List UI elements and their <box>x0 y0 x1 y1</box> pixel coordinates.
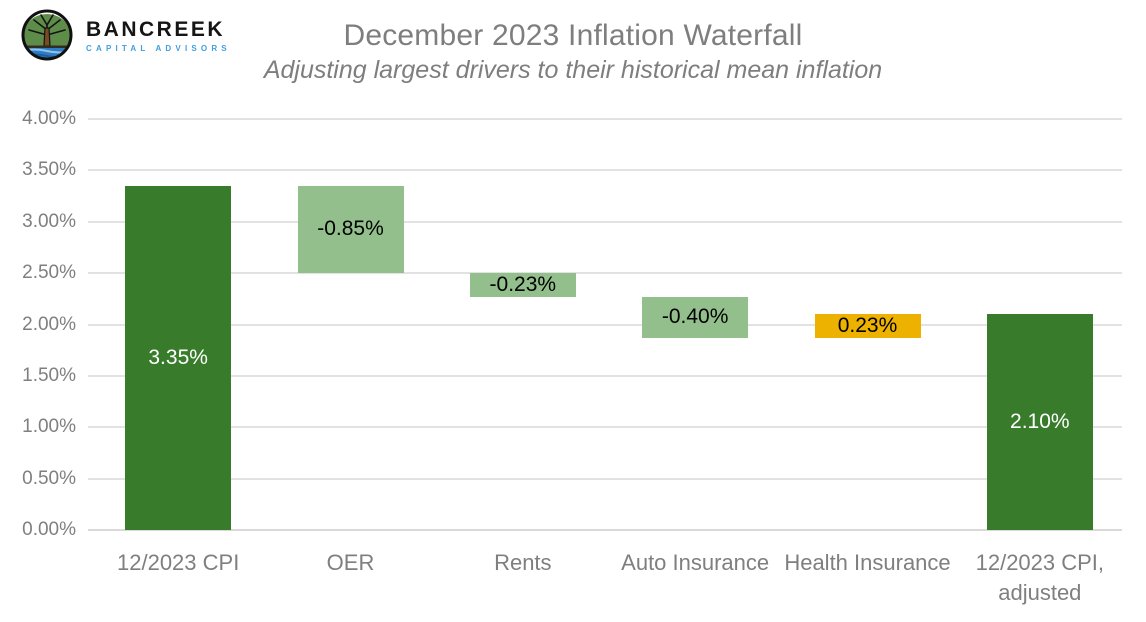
chart-subtitle: Adjusting largest drivers to their histo… <box>263 56 883 84</box>
y-axis-tick-1.50%: 1.50% <box>22 364 76 386</box>
bar-value-label-auto-insurance: -0.40% <box>661 305 729 329</box>
y-axis-tick-2.00%: 2.00% <box>22 313 76 335</box>
chart-title: December 2023 Inflation Waterfall <box>343 19 803 52</box>
bar-health-insurance: 0.23% <box>814 314 921 338</box>
brand-tagline: CAPITAL ADVISORS <box>86 43 231 53</box>
y-axis-tick-4.00%: 4.00% <box>22 108 76 129</box>
bar-auto-insurance: -0.40% <box>642 296 749 338</box>
x-axis-label-12-2023-cpi-adjusted: 12/2023 CPI, adjusted <box>975 550 1105 605</box>
bar-value-label-health-insurance: 0.23% <box>837 314 898 338</box>
x-axis-label-rents: Rents <box>494 550 552 575</box>
gridline-0.50% <box>88 477 1122 480</box>
bar-value-label-12-2023-cpi: 3.35% <box>148 345 208 369</box>
x-axis-label-health-insurance: Health Insurance <box>784 550 951 575</box>
x-axis-label-auto-insurance: Auto Insurance <box>621 550 770 575</box>
y-axis-tick-2.50%: 2.50% <box>22 262 76 284</box>
brand-text: BANCREEK CAPITAL ADVISORS <box>86 18 231 53</box>
x-axis-label-12-2023-cpi: 12/2023 CPI <box>117 550 240 575</box>
y-axis-tick-0.00%: 0.00% <box>22 519 76 540</box>
gridline-1.50% <box>88 374 1122 377</box>
x-axis-label-oer: OER <box>326 550 375 575</box>
gridline-2.00% <box>88 323 1122 326</box>
bancreek-logo: BANCREEK CAPITAL ADVISORS <box>20 8 231 62</box>
bar-value-label-oer: -0.85% <box>317 217 384 241</box>
bar-oer: -0.85% <box>297 185 404 274</box>
y-axis-tick-3.50%: 3.50% <box>22 159 76 181</box>
gridline-3.50% <box>88 169 1122 172</box>
title-block: December 2023 Inflation Waterfall Adjust… <box>0 0 1146 85</box>
bar-rents: -0.23% <box>469 272 576 297</box>
gridline-2.50% <box>88 272 1122 275</box>
gridline-3.00% <box>88 220 1122 223</box>
y-axis-tick-3.00%: 3.00% <box>22 210 76 232</box>
bar-12-2023-cpi-adjusted: 2.10% <box>986 314 1093 530</box>
bar-value-label-rents: -0.23% <box>489 272 557 296</box>
gridline-4.00% <box>88 118 1122 120</box>
bancreek-tree-logo-icon <box>21 9 73 61</box>
gridline-1.00% <box>88 426 1122 429</box>
gridline-0.00% <box>88 529 1122 531</box>
y-axis-tick-0.50%: 0.50% <box>22 467 76 489</box>
brand-name: BANCREEK <box>86 17 226 41</box>
bar-value-label-12-2023-cpi-adjusted: 2.10% <box>1010 410 1070 434</box>
bar-12-2023-cpi: 3.35% <box>125 185 232 530</box>
y-axis-tick-1.00%: 1.00% <box>22 416 76 438</box>
